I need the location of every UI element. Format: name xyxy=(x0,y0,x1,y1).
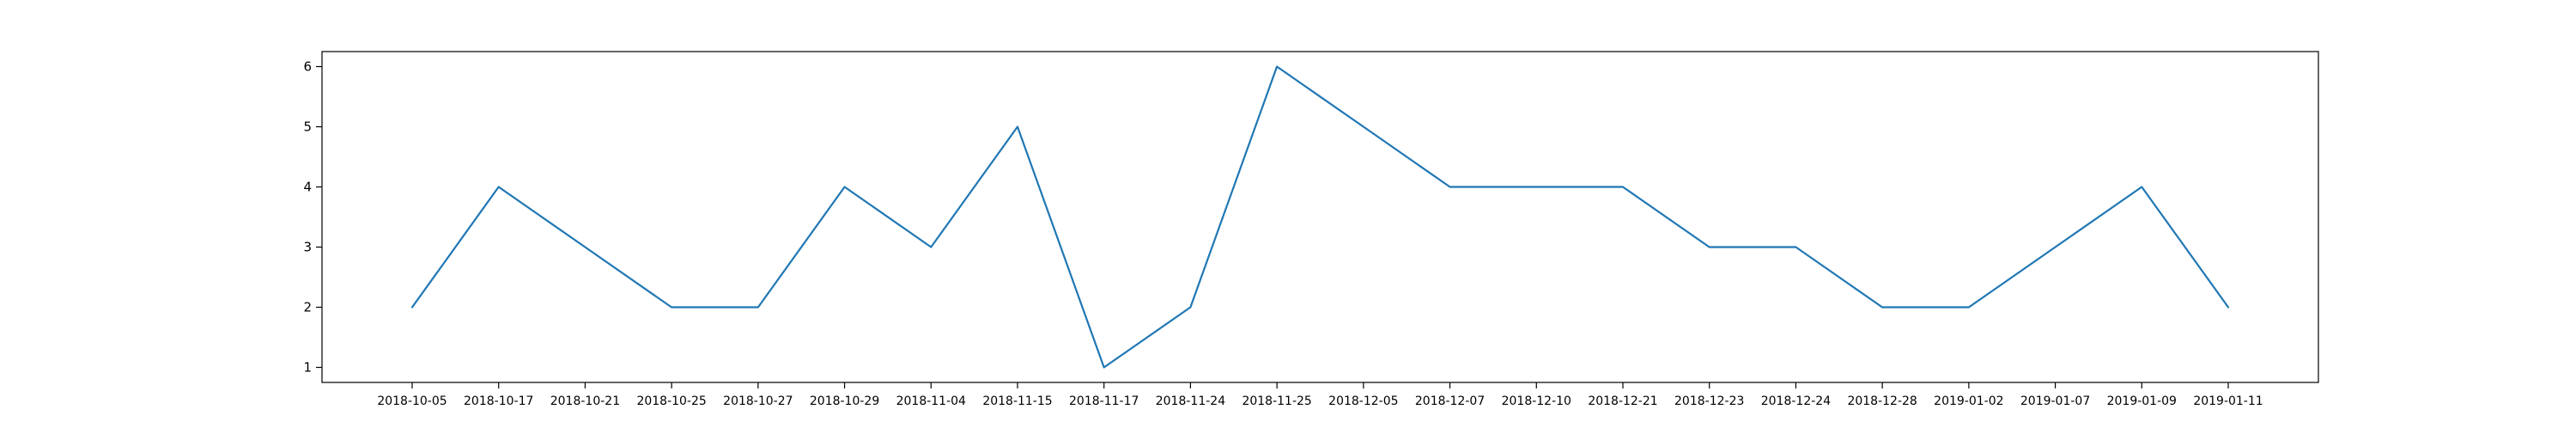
x-tick-label: 2018-11-04 xyxy=(896,394,966,408)
x-tick-label: 2018-10-27 xyxy=(723,394,793,408)
data-point xyxy=(1621,186,1625,189)
x-tick-label: 2018-12-05 xyxy=(1328,394,1398,408)
x-tick-label: 2018-11-17 xyxy=(1069,394,1139,408)
data-point xyxy=(1016,125,1019,129)
x-tick-label: 2018-10-05 xyxy=(377,394,447,408)
y-tick-label: 1 xyxy=(303,360,312,376)
x-tick-label: 2018-10-25 xyxy=(636,394,706,408)
series-layer xyxy=(410,65,2230,370)
x-tick-label: 2018-12-10 xyxy=(1502,394,1571,408)
x-tick-label: 2018-12-23 xyxy=(1674,394,1744,408)
data-point xyxy=(756,306,760,309)
data-point xyxy=(497,186,501,189)
data-point xyxy=(1534,186,1538,189)
data-point xyxy=(1449,186,1452,189)
x-tick-label: 2018-10-21 xyxy=(550,394,620,408)
y-tick-label: 4 xyxy=(303,180,312,195)
x-tick-label: 2018-11-25 xyxy=(1242,394,1311,408)
data-point xyxy=(1188,306,1192,309)
data-point xyxy=(1794,246,1797,249)
x-tick-label: 2018-12-07 xyxy=(1415,394,1485,408)
x-tick-label: 2018-11-15 xyxy=(982,394,1052,408)
x-tick-label: 2018-10-17 xyxy=(464,394,533,408)
axes-layer: 1 2 3 4 5 6 2018-10-05 2018-10-17 2018-10-21 2018… xyxy=(303,51,2319,408)
x-tick-label: 2018-12-21 xyxy=(1588,394,1657,408)
x-tick-label: 2018-12-28 xyxy=(1847,394,1917,408)
y-tick-label: 6 xyxy=(303,59,312,75)
data-point xyxy=(670,306,673,309)
plot-frame xyxy=(321,51,2319,383)
data-point xyxy=(1880,306,1884,309)
data-point xyxy=(410,306,414,309)
data-point xyxy=(2227,306,2230,309)
data-point xyxy=(929,246,933,249)
data-point xyxy=(583,246,586,249)
data-point xyxy=(1275,65,1279,69)
x-tick-label: 2018-12-24 xyxy=(1761,394,1831,408)
series-line xyxy=(410,65,2230,369)
data-point xyxy=(2140,186,2143,189)
data-point xyxy=(1708,246,1711,249)
data-point xyxy=(1362,125,1365,129)
x-tick-label: 2018-11-24 xyxy=(1156,394,1225,408)
x-tick-label: 2019-01-11 xyxy=(2193,394,2263,408)
x-tick-label: 2019-01-02 xyxy=(1934,394,2003,408)
x-tick-label: 2018-10-29 xyxy=(810,394,879,408)
y-tick-label: 2 xyxy=(303,300,312,315)
x-tick-label: 2019-01-07 xyxy=(2020,394,2090,408)
data-point xyxy=(843,186,847,189)
y-tick-label: 3 xyxy=(303,240,312,255)
y-tick-label: 5 xyxy=(303,119,312,135)
data-point xyxy=(1967,306,1971,309)
data-point xyxy=(1103,366,1106,370)
x-tick-label: 2019-01-09 xyxy=(2107,394,2177,408)
data-point xyxy=(2054,246,2057,249)
